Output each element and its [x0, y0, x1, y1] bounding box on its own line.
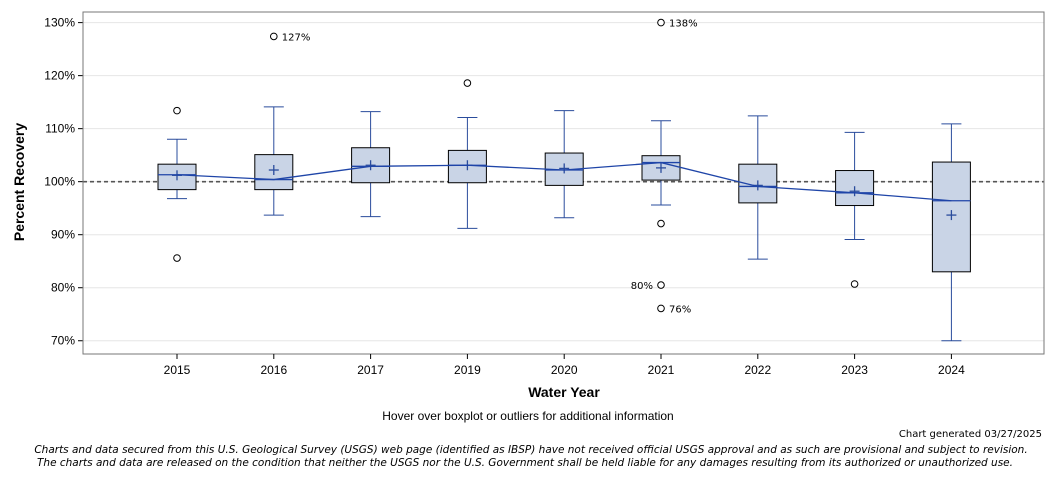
y-tick-label: 110% [45, 122, 75, 136]
x-tick-label: 2024 [938, 363, 965, 377]
box-2015[interactable] [157, 138, 197, 200]
axes-group: 70% 80% 90% 100% 110% 120% 130% 2015 2016 2017 201… [44, 11, 1045, 377]
x-tick-label: 2017 [357, 363, 384, 377]
box-2023[interactable] [835, 131, 875, 240]
outlier-point-2019[interactable] [463, 79, 472, 87]
outlier-label: 80% [631, 281, 653, 292]
y-axis-title: Percent Recovery [11, 123, 27, 242]
plot-frame [82, 11, 1045, 355]
outlier-point-2015[interactable] [173, 106, 181, 115]
box-2020[interactable] [544, 110, 584, 219]
y-tick-label: 80% [51, 281, 75, 295]
x-axis-title: Water Year [528, 384, 600, 400]
outlier-point-2021[interactable] [657, 304, 665, 313]
outlier-label: 76% [669, 304, 691, 315]
x-tick-label: 2021 [648, 363, 675, 377]
disclaimer-line-2: The charts and data are released on the … [37, 457, 1013, 469]
x-tick-label: 2022 [744, 363, 771, 377]
y-tick-label: 90% [51, 228, 75, 242]
x-tick-label: 2015 [164, 363, 191, 377]
outlier-point-2021[interactable] [657, 219, 665, 228]
x-tick-label: 2020 [551, 363, 578, 377]
gridlines [83, 22, 1044, 342]
hover-instructions: Hover over boxplot or outliers for addit… [382, 409, 674, 423]
y-tick-label: 70% [51, 334, 75, 348]
outlier-label: 127% [282, 32, 311, 43]
y-tick-label: 120% [44, 69, 75, 83]
box-2017[interactable] [351, 111, 391, 218]
x-tick-label: 2019 [454, 363, 481, 377]
boxes-group[interactable] [157, 106, 971, 342]
box-2024[interactable] [931, 123, 971, 342]
outlier-point-2021[interactable] [657, 281, 665, 289]
outliers-group[interactable]: 127% 138% 80% 76% [173, 18, 859, 316]
y-tick-label: 100% [44, 175, 75, 189]
outlier-point-2016[interactable] [270, 32, 278, 41]
disclaimer-line-1: Charts and data secured from this U.S. G… [34, 444, 1028, 456]
chart-generated-date: Chart generated 03/27/2025 [898, 429, 1042, 440]
outlier-point-2023[interactable] [850, 280, 859, 288]
x-tick-label: 2023 [841, 363, 868, 377]
outlier-point-2015[interactable] [173, 254, 181, 262]
boxplot-chart: 127% 138% 80% 76% 70% 80% 90% 100% 110% 120% 130%… [11, 11, 1045, 400]
box-2019[interactable] [447, 117, 487, 229]
y-tick-label: 130% [44, 16, 75, 30]
outlier-point-2021[interactable] [657, 18, 665, 27]
box-2016[interactable] [254, 106, 294, 216]
x-tick-label: 2016 [260, 363, 287, 377]
median-connector-group [158, 161, 971, 202]
outlier-label: 138% [669, 19, 698, 30]
box-2021[interactable] [641, 120, 681, 206]
